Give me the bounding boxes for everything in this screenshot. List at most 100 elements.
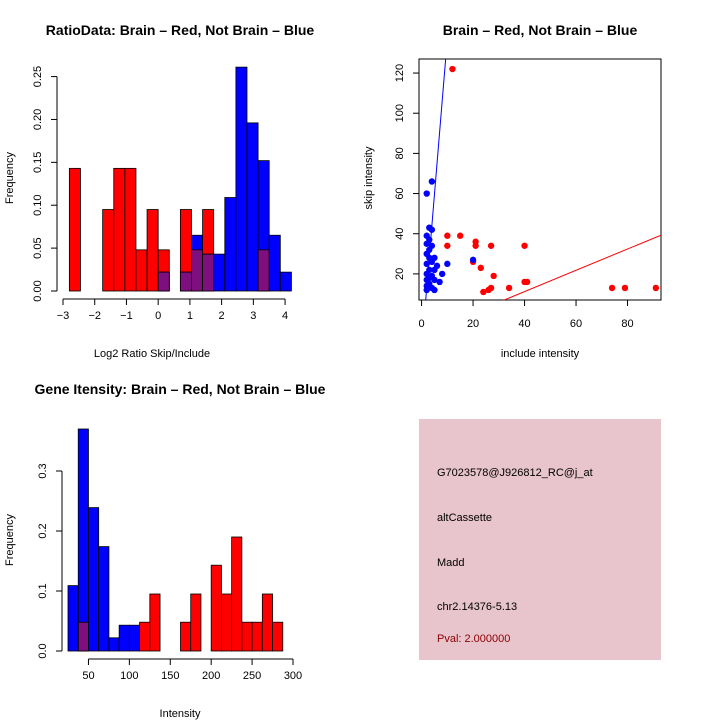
intensity-bar-brain	[251, 621, 263, 652]
ratio-histogram-panel: RatioData: Brain – Red, Not Brain – Blue…	[4, 22, 314, 360]
scatter-panel: Brain – Red, Not Brain – Blue 0 20 40 60 80 2…	[363, 22, 662, 360]
scatter-y-tick-label: 60	[394, 187, 406, 199]
intensity-x-tick-label: 200	[202, 670, 220, 682]
scatter-point-brain	[523, 278, 531, 286]
scatter-point-not-brain	[428, 258, 436, 266]
scatter-point-not-brain	[444, 260, 451, 268]
ratio-x-tick-label: 1	[187, 310, 193, 322]
scatter-x-tick-label: 60	[570, 318, 582, 330]
ratio-x-tick-label: 0	[155, 310, 161, 322]
ratio-x-tick-label: −3	[57, 310, 70, 322]
intensity-y-tick-label: 0.3	[37, 463, 49, 478]
intensity-bar-not-brain	[128, 624, 140, 652]
scatter-point-not-brain	[428, 226, 436, 233]
scatter-y-tick-label: 20	[394, 268, 406, 280]
scatter-point-brain	[480, 288, 487, 296]
intensity-bar-not-brain	[88, 507, 100, 652]
intensity-x-tick-label: 300	[284, 670, 302, 682]
ratio-y-tick-label: 0.15	[32, 152, 44, 173]
ratio-bar-not-brain	[213, 253, 226, 292]
scatter-point-not-brain	[431, 266, 438, 274]
intensity-bar-not-brain	[108, 637, 120, 652]
intensity-bar-brain	[231, 536, 243, 652]
scatter-y-tick-label: 100	[394, 104, 406, 122]
info-panel-background	[419, 419, 661, 660]
ratio-histogram-xlabel: Log2 Ratio Skip/Include	[94, 348, 210, 360]
ratio-bar-overlap	[157, 271, 170, 292]
scatter-point-brain	[444, 242, 451, 249]
intensity-histogram-title: Gene Itensity: Brain – Red, Not Brain – …	[35, 381, 326, 397]
scatter-y-tick-label: 80	[394, 147, 406, 159]
info-panel: G7023578@J926812_RC@j_at altCassette Mad…	[419, 419, 661, 660]
scatter-point-not-brain	[431, 276, 438, 284]
intensity-bar-overlap	[77, 621, 89, 652]
intensity-bar-brain	[272, 621, 284, 652]
intensity-y-tick-label: 0.2	[37, 523, 49, 538]
intensity-bar-brain	[190, 593, 202, 652]
ratio-x-tick-label: −1	[120, 310, 133, 322]
intensity-histogram-xlabel: Intensity	[160, 708, 201, 720]
scatter-point-brain	[472, 242, 479, 249]
ratio-bar-not-brain	[235, 66, 248, 292]
intensity-x-tick-label: 250	[243, 670, 261, 682]
scatter-plot-frame	[418, 58, 662, 301]
intensity-y-tick-label: 0.1	[37, 583, 49, 598]
event-type-text: altCassette	[437, 512, 492, 524]
scatter-point-not-brain	[431, 286, 438, 294]
scatter-x-tick-label: 80	[621, 318, 633, 330]
scatter-ylabel: skip intensity	[363, 146, 375, 209]
ratio-y-tick-label: 0.25	[32, 66, 44, 87]
ratio-y-tick-label: 0.00	[32, 280, 44, 301]
ratio-bar-brain	[68, 167, 81, 292]
ratio-x-tick-label: 3	[250, 310, 256, 322]
ratio-bar-overlap	[179, 271, 192, 292]
scatter-point-brain	[608, 284, 616, 292]
scatter-point-brain	[505, 284, 513, 292]
ratio-bar-overlap	[257, 249, 270, 292]
ratio-x-tick-label: −2	[88, 310, 101, 322]
scatter-plot-area	[423, 59, 661, 300]
scatter-point-not-brain	[423, 260, 430, 268]
intensity-bar-brain	[180, 621, 192, 652]
intensity-bar-not-brain	[67, 585, 79, 652]
scatter-point-not-brain	[469, 256, 477, 264]
scatter-point-brain	[477, 264, 484, 272]
ratio-bar-not-brain	[268, 234, 281, 292]
scatter-x-tick-label: 0	[419, 318, 425, 330]
scatter-xlabel: include intensity	[501, 348, 580, 360]
scatter-point-not-brain	[428, 178, 436, 185]
intensity-y-tick-label: 0.0	[37, 643, 49, 658]
ratio-histogram-title: RatioData: Brain – Red, Not Brain – Blue	[46, 22, 315, 38]
ratio-bar-brain	[102, 209, 115, 292]
scatter-point-brain	[487, 242, 495, 249]
ratio-bar-brain	[113, 167, 126, 292]
ratio-bar-not-brain	[279, 271, 292, 292]
intensity-bar-brain	[149, 593, 161, 652]
intensity-bar-brain	[210, 564, 222, 652]
intensity-x-tick-label: 50	[82, 670, 94, 682]
intensity-bar-brain	[261, 593, 273, 652]
ratio-y-tick-label: 0.20	[32, 109, 44, 130]
scatter-x-tick-label: 40	[518, 318, 530, 330]
ratio-x-tick-label: 2	[219, 310, 225, 322]
intensity-x-tick-label: 150	[161, 670, 179, 682]
ratio-bar-brain	[146, 209, 159, 292]
intensity-histogram-ylabel: Frequency	[4, 514, 16, 566]
ratio-bar-overlap	[202, 253, 215, 292]
intensity-bar-not-brain	[77, 428, 89, 652]
scatter-point-brain	[444, 232, 451, 239]
scatter-y-tick-label: 120	[394, 64, 406, 82]
ratio-bar-not-brain	[246, 122, 259, 292]
ratio-histogram-ylabel: Frequency	[4, 152, 16, 204]
location-text: chr2.14376-5.13	[437, 601, 517, 613]
ratio-x-tick-label: 4	[282, 310, 288, 322]
scatter-point-not-brain	[436, 278, 443, 286]
ratio-bar-not-brain	[224, 197, 237, 292]
scatter-point-not-brain	[438, 270, 446, 278]
ratio-y-tick-label: 0.05	[32, 237, 44, 258]
intensity-histogram-panel: Gene Itensity: Brain – Red, Not Brain – …	[4, 381, 326, 720]
scatter-x-tick-label: 20	[467, 318, 479, 330]
ratio-bar-brain	[135, 249, 148, 292]
intensity-x-tick-label: 100	[120, 670, 138, 682]
